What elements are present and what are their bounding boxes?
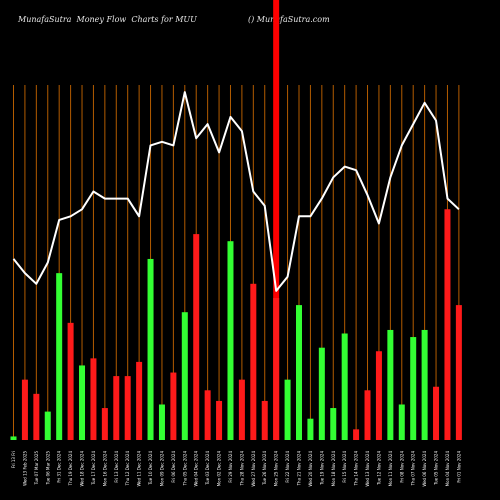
bar-29 [341, 333, 348, 440]
bar-38 [444, 209, 451, 440]
bar-10 [124, 376, 131, 440]
bar-24 [284, 379, 291, 440]
bar-7 [90, 358, 97, 440]
bar-32 [375, 351, 382, 440]
bar-37 [433, 386, 440, 440]
x-tick-label: Wed 13 Nov 2024 [365, 451, 370, 487]
bar-18 [216, 400, 223, 440]
x-tick-label: Mon 04 Nov 2024 [445, 451, 450, 487]
bar-36 [421, 329, 428, 440]
bar-14 [170, 372, 177, 440]
bar-17 [204, 390, 211, 440]
x-tick-label: Mon 11 Nov 2024 [388, 451, 393, 487]
x-tick-label: Tue 19 Nov 2024 [319, 451, 324, 486]
x-tick-label: Fri 31 Dec 2024 [57, 451, 62, 483]
x-tick-label: Fri 08 Nov 2024 [399, 451, 404, 483]
bar-9 [113, 376, 120, 440]
x-tick-label: Thu 14 Nov 2024 [354, 451, 359, 487]
bar-21 [250, 283, 257, 440]
x-tick-label: Thu 28 Nov 2024 [239, 451, 244, 487]
bar-0 [10, 436, 17, 440]
money-flow-line [12, 91, 460, 292]
x-tick-label: Mon 25 Nov 2024 [274, 451, 279, 487]
x-tick-label: Wed 11 Dec 2024 [137, 451, 142, 487]
bar-27 [318, 347, 325, 440]
bar-33 [387, 329, 394, 440]
x-tick-label: Wed 06 Nov 2024 [422, 451, 427, 487]
bar-13 [158, 404, 165, 440]
bar-26 [307, 418, 314, 440]
x-tick-label: Tue 05 Nov 2024 [434, 451, 439, 486]
highlight-column [273, 0, 280, 440]
bar-25 [296, 305, 302, 440]
x-tick-label: Mon 16 Dec 2024 [102, 451, 107, 487]
x-tick-label: Fri 29 Nov 2024 [228, 451, 233, 483]
x-tick-label: Wed 04 Dec 2024 [194, 451, 199, 487]
bar-15 [181, 312, 188, 440]
x-tick-label: Fri 13 Fri [11, 451, 16, 468]
x-tick-label: Fri 22 Nov 2024 [285, 451, 290, 483]
x-tick-label: Wed 13 Feb 2025 [22, 451, 27, 486]
x-tick-label: Tue 12 Nov 2024 [376, 451, 381, 486]
x-tick-label: Tue 03 Dec 2024 [205, 451, 210, 486]
bar-35 [410, 337, 417, 440]
x-tick-label: Thu 21 Nov 2024 [297, 451, 302, 487]
bar-6 [79, 365, 86, 440]
bar-4 [56, 273, 63, 440]
x-tick-label: Tue 17 Dec 2024 [91, 451, 96, 486]
bar-23 [273, 298, 280, 440]
bar-34 [398, 404, 405, 440]
x-tick-label: Tue 07 Mar 2025 [34, 451, 39, 486]
bar-30 [353, 429, 360, 440]
bar-2 [33, 393, 40, 440]
x-tick-label: Mon 09 Dec 2024 [159, 451, 164, 487]
bar-19 [227, 241, 234, 440]
bar-5 [67, 322, 74, 440]
x-tick-label: Thu 19 Dec 2024 [68, 451, 73, 487]
bar-22 [261, 400, 268, 440]
x-tick-label: Wed 20 Nov 2024 [308, 451, 313, 487]
bar-3 [44, 411, 51, 440]
x-tick-label: Fri 15 Nov 2024 [342, 451, 347, 483]
bar-28 [330, 408, 337, 440]
x-tick-label: Tue 06 Mar 2025 [45, 451, 50, 486]
x-tick-label: Fri 01 Nov 2024 [456, 451, 461, 483]
bar-31 [364, 390, 371, 440]
x-tick-label: Tue 10 Dec 2024 [148, 451, 153, 486]
x-tick-label: Tue 26 Nov 2024 [262, 451, 267, 486]
x-tick-label: Thu 07 Nov 2024 [411, 451, 416, 487]
bar-12 [147, 258, 154, 440]
x-tick-label: Mon 02 Dec 2024 [217, 451, 222, 487]
bar-1 [21, 379, 28, 440]
bar-16 [193, 234, 200, 440]
x-tick-label: Thu 12 Dec 2024 [125, 451, 130, 487]
chart-title: MunafaSutra Money Flow Charts for MUU [18, 15, 197, 24]
bar-11 [136, 361, 143, 440]
x-tick-label: Fri 06 Dec 2024 [171, 451, 176, 483]
bar-20 [238, 379, 245, 440]
bar-8 [101, 408, 108, 440]
bar-39 [455, 305, 462, 440]
x-tick-label: Wed 18 Dec 2024 [80, 451, 85, 487]
x-tick-label: Mon 18 Nov 2024 [331, 451, 336, 487]
x-tick-label: Fri 13 Dec 2024 [114, 451, 119, 483]
x-tick-label: Wed 27 Nov 2024 [251, 451, 256, 487]
x-tick-label: Thu 05 Dec 2024 [182, 451, 187, 487]
site-credit: () MunafaSutra.com [248, 15, 330, 24]
